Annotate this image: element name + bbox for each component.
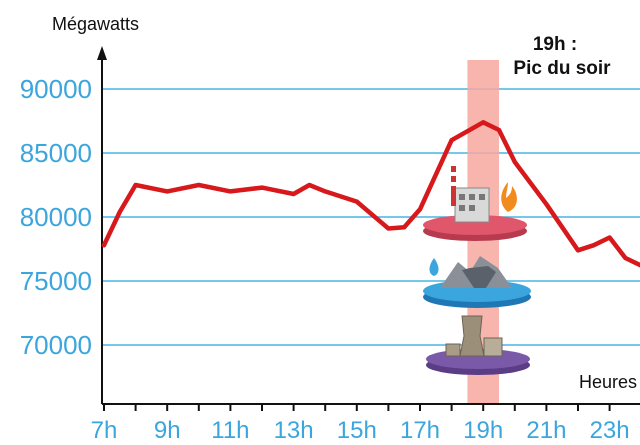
data-point bbox=[481, 120, 486, 125]
power-source-icons bbox=[423, 166, 531, 375]
peak-annotation-line1: 19h : bbox=[533, 34, 577, 55]
data-point bbox=[291, 191, 296, 196]
x-tick-label-11h: 11h bbox=[211, 417, 249, 444]
x-axis-ticks bbox=[103, 404, 611, 411]
water-drop-icon bbox=[429, 258, 439, 276]
y-tick-label-75000: 75000 bbox=[20, 266, 92, 296]
y-tick-label-70000: 70000 bbox=[20, 330, 92, 360]
data-point bbox=[418, 207, 422, 212]
y-axis-arrow-icon bbox=[97, 46, 107, 60]
data-point bbox=[133, 183, 138, 187]
x-tick-label-15h: 15h bbox=[337, 417, 377, 444]
peak-annotation-line2: Pic du soir bbox=[513, 58, 611, 79]
hydro-dam-icon bbox=[423, 256, 531, 308]
data-point bbox=[228, 189, 233, 194]
x-tick-label-23h: 23h bbox=[590, 417, 630, 444]
x-tick-label-7h: 7h bbox=[91, 417, 118, 444]
data-point bbox=[386, 226, 391, 231]
data-point bbox=[117, 209, 122, 214]
x-tick-label-9h: 9h bbox=[154, 417, 181, 444]
data-point bbox=[591, 243, 596, 248]
data-point bbox=[354, 199, 359, 204]
data-point bbox=[102, 243, 106, 248]
grid-lines bbox=[102, 88, 640, 346]
data-point bbox=[165, 189, 170, 194]
y-tick-labels: 70000 75000 80000 85000 90000 bbox=[20, 74, 92, 360]
y-tick-label-90000: 90000 bbox=[20, 74, 92, 104]
x-tick-label-13h: 13h bbox=[274, 417, 314, 444]
data-point bbox=[402, 225, 407, 230]
x-tick-label-19h: 19h bbox=[463, 417, 503, 444]
consumption-line bbox=[101, 120, 640, 268]
y-axis-title: Mégawatts bbox=[52, 14, 139, 34]
thermal-plant-icon bbox=[423, 166, 527, 241]
nuclear-plant-icon bbox=[426, 315, 530, 375]
x-axis-title: Heures bbox=[579, 372, 637, 392]
data-point bbox=[607, 235, 612, 240]
data-point bbox=[196, 183, 201, 187]
axes bbox=[97, 46, 640, 405]
y-tick-label-85000: 85000 bbox=[20, 138, 92, 168]
data-point bbox=[623, 255, 628, 260]
data-points bbox=[102, 120, 640, 268]
x-tick-labels: 7h 9h 11h 13h 15h 17h 19h 21h 23h bbox=[91, 417, 630, 444]
data-point bbox=[323, 189, 328, 194]
y-tick-label-80000: 80000 bbox=[20, 202, 92, 232]
data-point bbox=[512, 159, 517, 164]
data-point bbox=[497, 127, 501, 132]
data-point bbox=[544, 202, 549, 207]
data-point bbox=[576, 248, 580, 253]
flame-icon bbox=[501, 182, 517, 212]
data-point bbox=[260, 185, 264, 190]
x-tick-label-17h: 17h bbox=[400, 417, 440, 444]
data-point bbox=[449, 138, 454, 143]
x-tick-label-21h: 21h bbox=[526, 417, 566, 444]
data-point bbox=[307, 183, 312, 187]
